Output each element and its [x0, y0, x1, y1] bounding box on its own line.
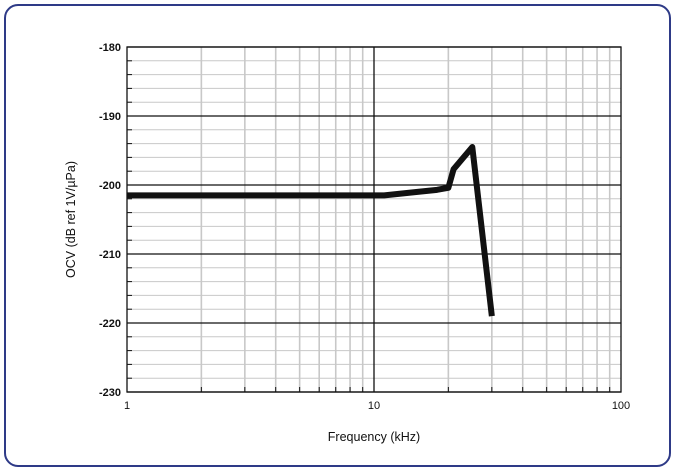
axis-tick-marks [126, 46, 611, 393]
x-axis-label: Frequency (kHz) [328, 430, 420, 444]
y-tick-label: -190 [99, 111, 121, 123]
x-tick-label: 100 [612, 400, 630, 412]
y-tick-label: -200 [99, 180, 121, 192]
y-tick-label: -180 [99, 42, 121, 54]
x-tick-label: 10 [368, 400, 380, 412]
y-tick-label: -210 [99, 249, 121, 261]
x-axis-tick-labels: 1 10 100 [124, 400, 630, 412]
series-line-0 [127, 144, 495, 317]
y-tick-label: -220 [99, 318, 121, 330]
chart-frame [4, 4, 671, 467]
y-axis-label: OCV (dB ref 1V/µPa) [64, 161, 78, 278]
y-axis-tick-labels: -180 -190 -200 -210 -220 -230 [99, 42, 121, 399]
minor-vertical-gridlines [200, 47, 611, 392]
data-series [127, 144, 495, 317]
x-tick-label: 1 [124, 400, 130, 412]
y-tick-label: -230 [99, 387, 121, 399]
